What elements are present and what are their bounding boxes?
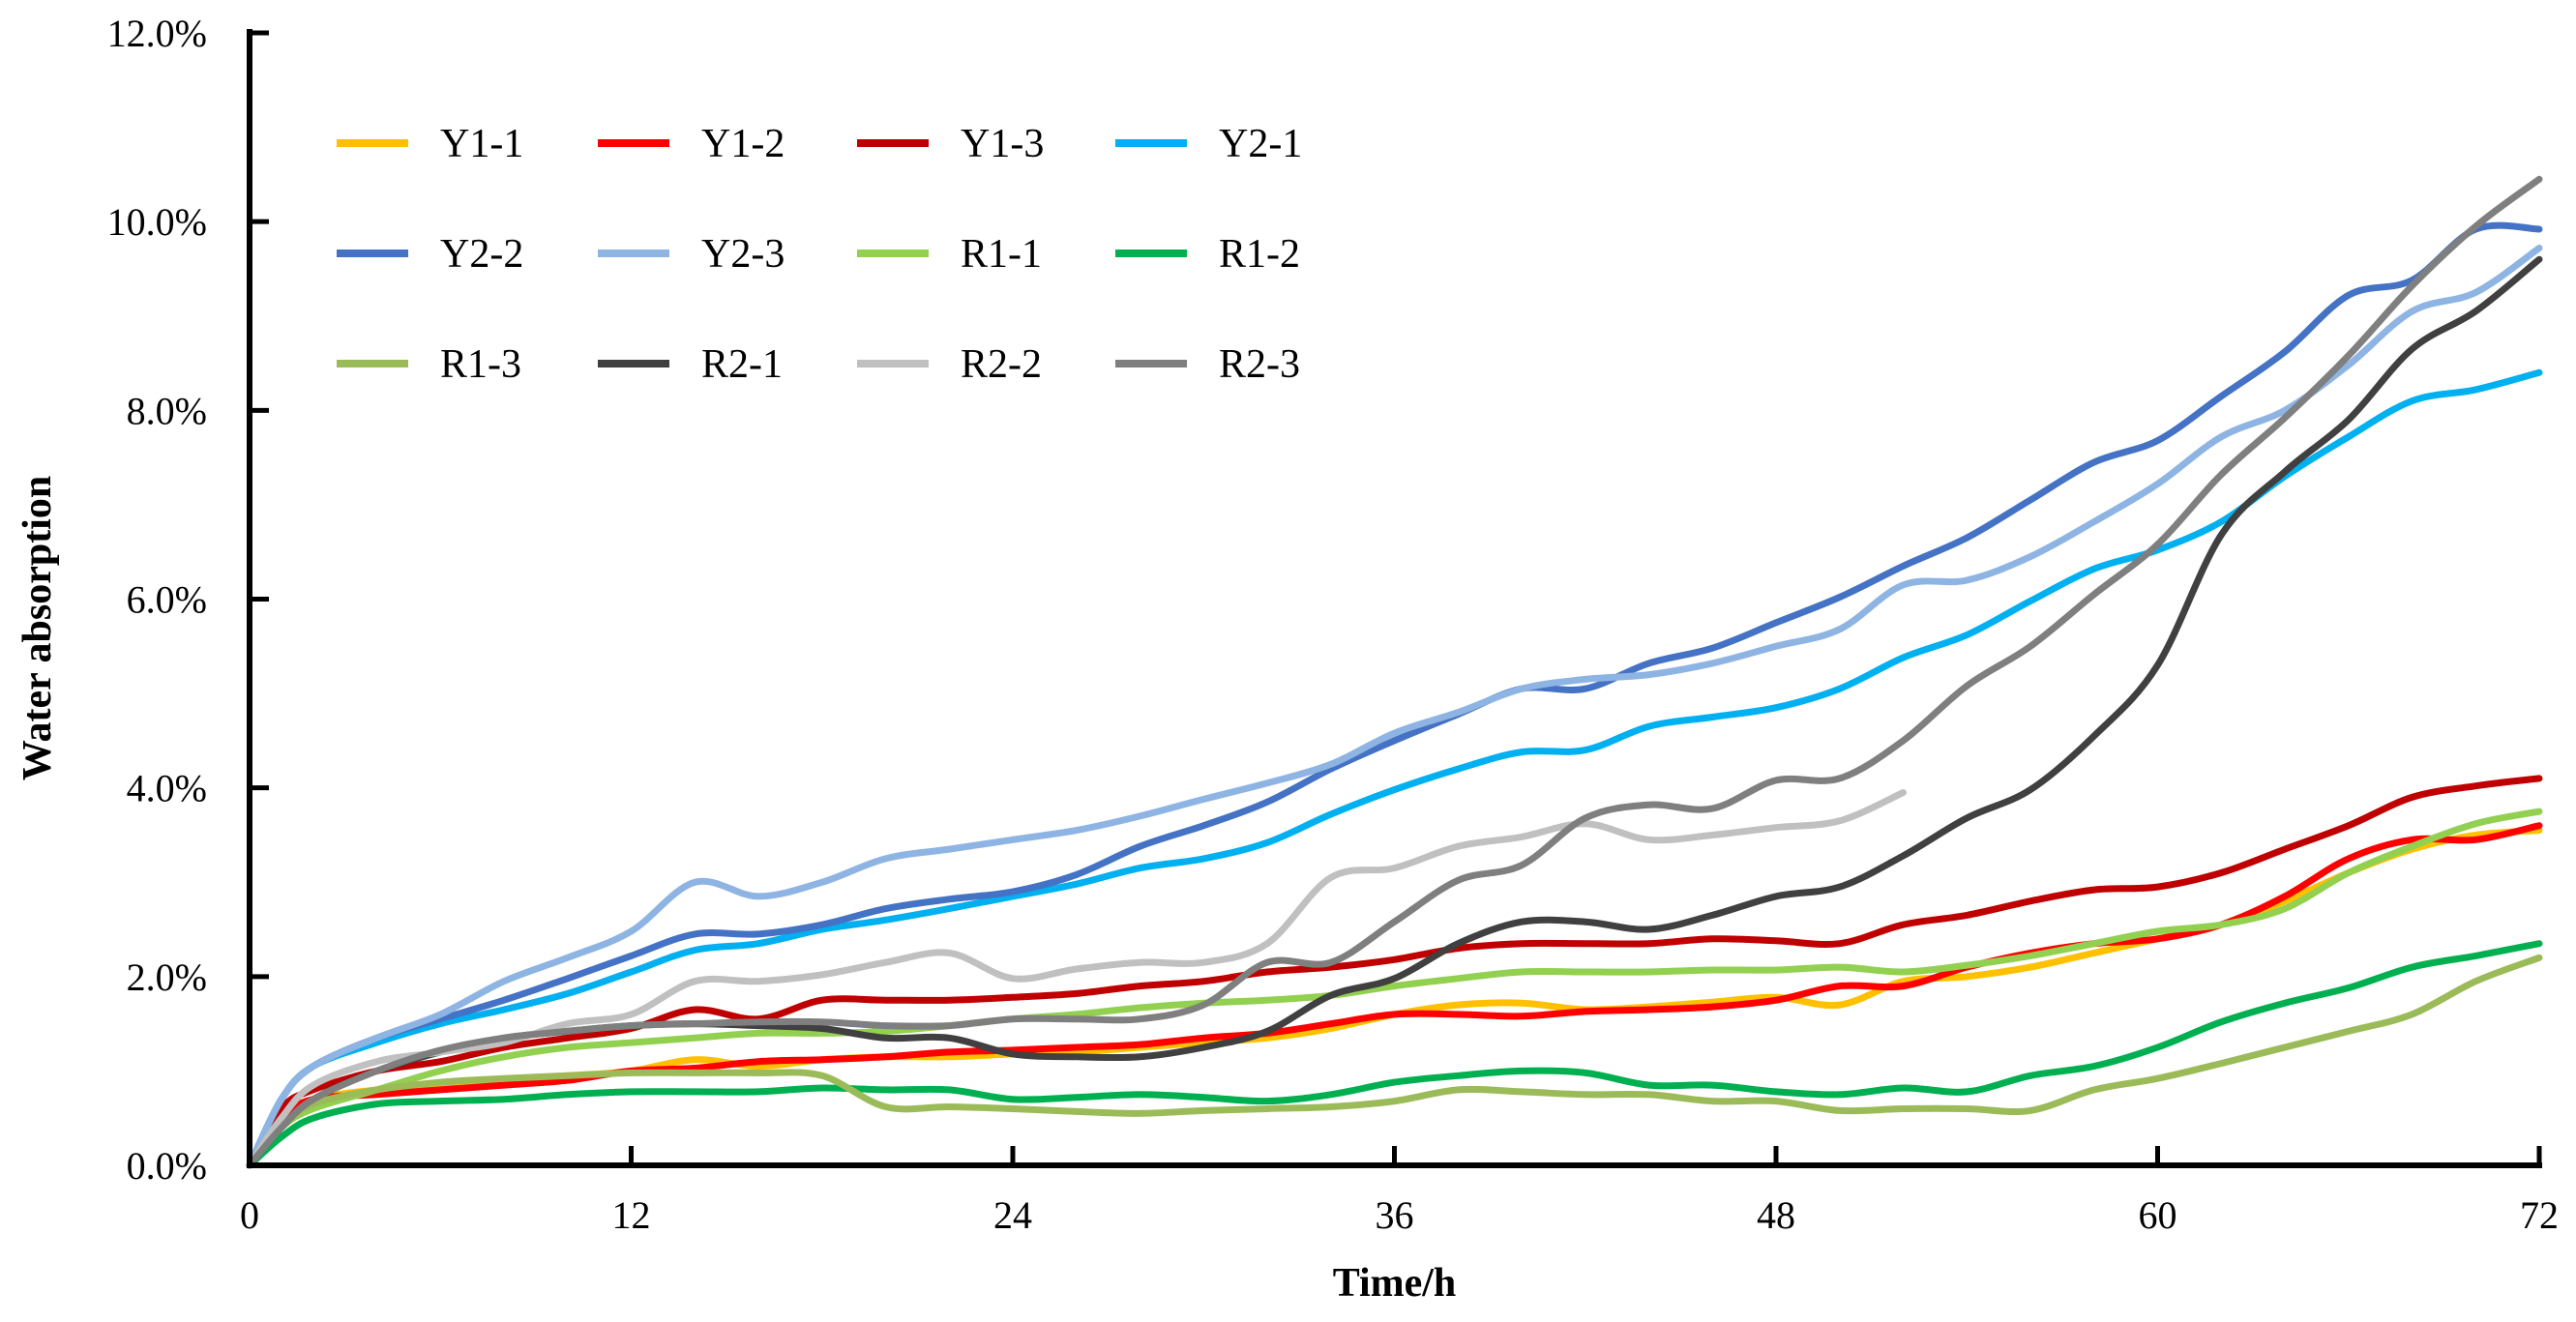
y-tick-label: 8.0% <box>127 389 207 432</box>
x-tick-label: 12 <box>612 1193 651 1237</box>
legend-label-y1-1: Y1-1 <box>440 122 523 166</box>
series-line-y2-2 <box>246 221 2543 1169</box>
legend-label-y1-3: Y1-3 <box>961 122 1044 166</box>
y-tick-label: 10.0% <box>107 200 207 244</box>
x-tick-label: 24 <box>993 1193 1032 1237</box>
x-tick-label: 48 <box>1757 1193 1795 1237</box>
series-line-r2-3 <box>246 175 2543 1169</box>
y-tick-label: 2.0% <box>127 955 207 999</box>
series-line-y2-3 <box>246 245 2543 1169</box>
legend-label-y2-2: Y2-2 <box>440 232 523 277</box>
series-line-r1-3 <box>246 954 2543 1169</box>
x-axis-title: Time/h <box>1333 1261 1457 1306</box>
series-line-r1-2 <box>246 940 2543 1169</box>
legend-label-y2-1: Y2-1 <box>1219 122 1302 166</box>
legend-label-y1-2: Y1-2 <box>701 122 785 166</box>
legend-label-r2-1: R2-1 <box>701 342 783 387</box>
series-line-y1-3 <box>246 775 2543 1169</box>
x-tick-label: 72 <box>2520 1193 2559 1237</box>
legend: Y1-1 Y1-2 Y1-3 Y2-1 Y2-2 Y2-3 R1-1 R1-2 R1-3 R2-1… <box>337 122 1302 387</box>
legend-label-r2-2: R2-2 <box>961 342 1042 387</box>
series-line-y2-1 <box>246 368 2543 1169</box>
y-tick-label: 4.0% <box>127 767 207 810</box>
plot-lines <box>246 175 2543 1169</box>
series-line-r2-2 <box>246 789 1907 1169</box>
x-tick-label: 0 <box>240 1193 259 1237</box>
y-axis-title: Water absorption <box>15 476 60 780</box>
legend-label-r2-3: R2-3 <box>1219 342 1300 387</box>
legend-label-r1-3: R1-3 <box>440 342 521 387</box>
legend-label-r1-1: R1-1 <box>961 232 1042 277</box>
axes: 0.0% 2.0% 4.0% 6.0% 8.0% 10.0% 12.0% 0 12 24 36 48 6… <box>107 12 2559 1237</box>
legend-label-r1-2: R1-2 <box>1219 232 1300 277</box>
y-tick-label: 6.0% <box>127 578 207 622</box>
x-tick-label: 36 <box>1376 1193 1414 1237</box>
y-tick-label: 0.0% <box>127 1144 207 1188</box>
y-tick-label: 12.0% <box>107 12 207 55</box>
x-tick-label: 60 <box>2139 1193 2177 1237</box>
series-line-r1-1 <box>246 808 2543 1169</box>
legend-label-y2-3: Y2-3 <box>701 232 785 277</box>
